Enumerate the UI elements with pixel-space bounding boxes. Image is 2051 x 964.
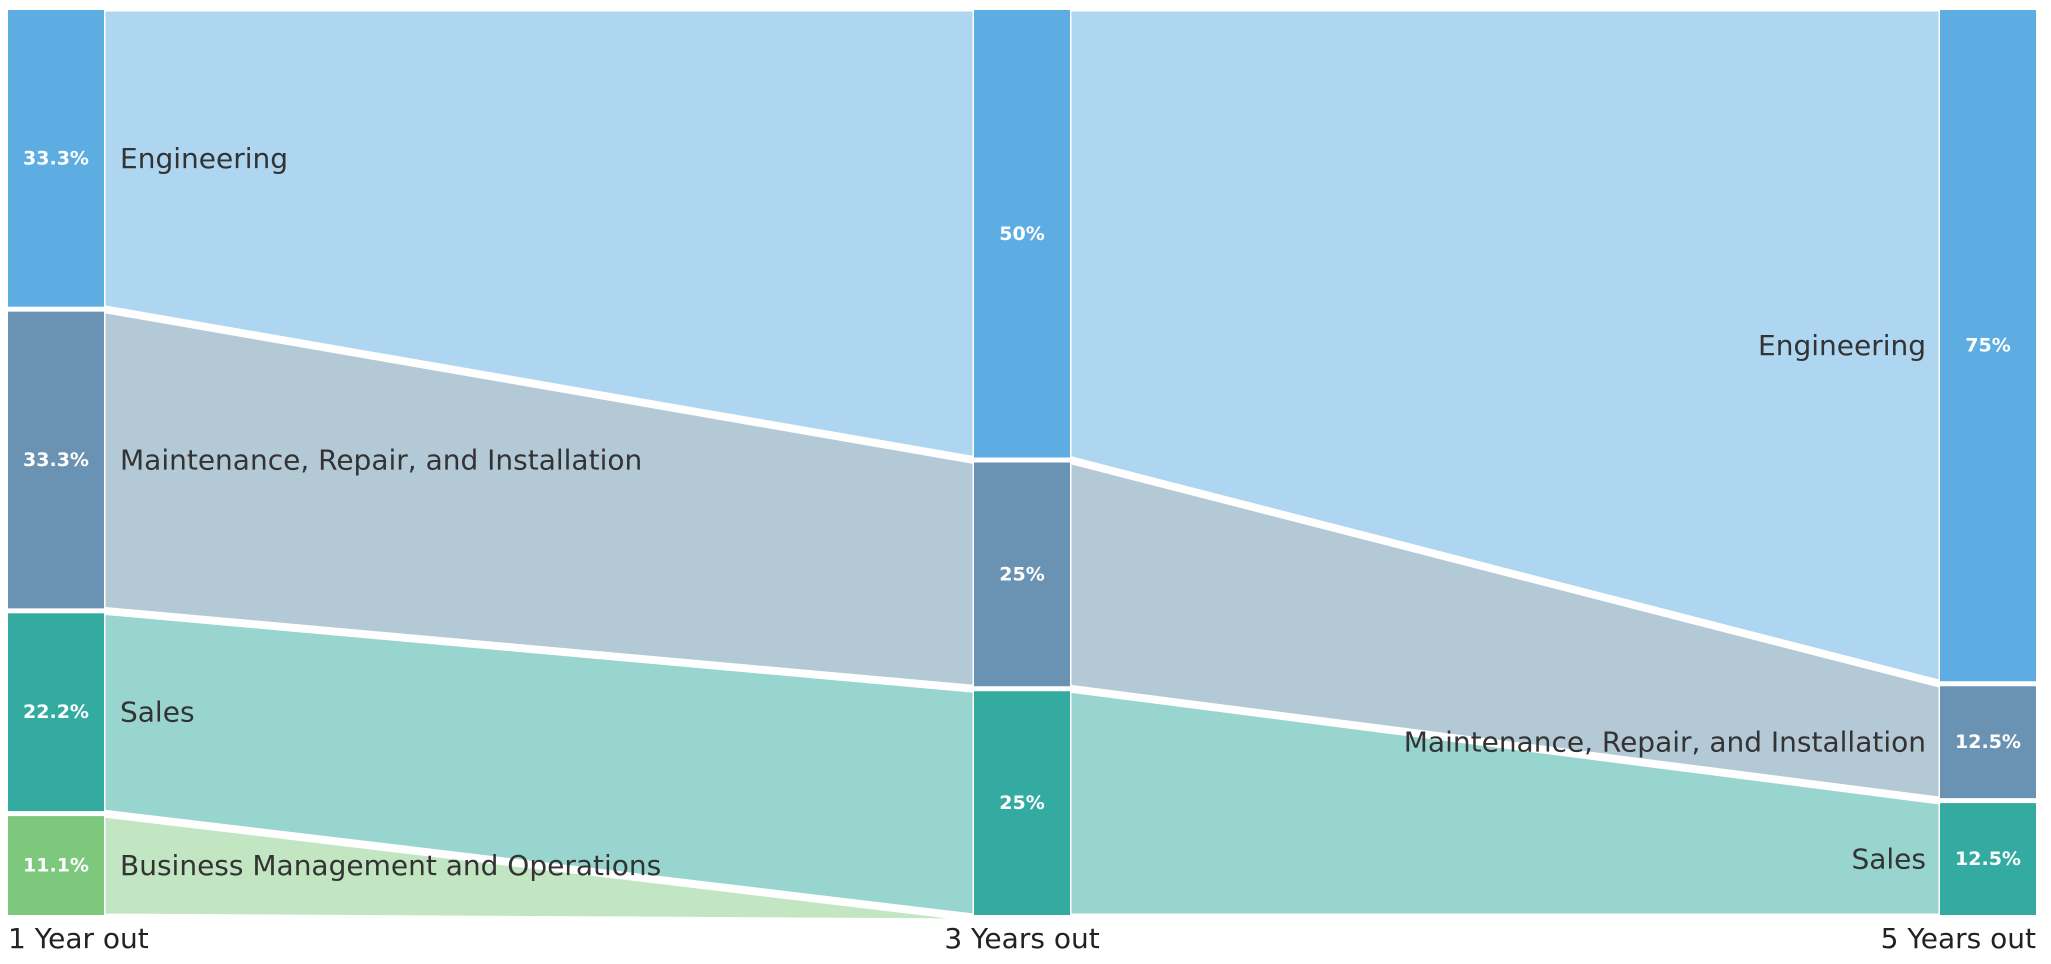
bar-engineering-3-years-out: [974, 10, 1070, 458]
column-label: 5 Years out: [1881, 922, 2036, 955]
value-label: 33.3%: [23, 449, 89, 471]
value-label: 33.3%: [23, 147, 89, 169]
value-label: 11.1%: [23, 855, 89, 877]
bar-sales-5-years-out: [1940, 803, 2036, 915]
bar-business-management-and-operations-1-year-out: [8, 816, 104, 915]
bar-maintenance-repair-and-installation-3-years-out: [974, 462, 1070, 687]
value-label: 50%: [999, 223, 1044, 245]
node-label: Engineering: [120, 142, 288, 175]
bar-sales-3-years-out: [974, 691, 1070, 915]
value-label: 25%: [999, 563, 1044, 585]
bar-sales-1-year-out: [8, 613, 104, 812]
node-label: Sales: [1851, 843, 1926, 876]
value-label: 75%: [1965, 335, 2010, 357]
bar-layer: [8, 10, 2036, 915]
bar-maintenance-repair-and-installation-1-year-out: [8, 311, 104, 609]
bar-engineering-1-year-out: [8, 10, 104, 307]
node-label: Maintenance, Repair, and Installation: [120, 444, 642, 477]
node-label: Maintenance, Repair, and Installation: [1404, 726, 1926, 759]
bar-maintenance-repair-and-installation-5-years-out: [1940, 686, 2036, 799]
node-label: Sales: [120, 696, 195, 729]
label-layer: 33.3% 33.3% 22.2% 11.1% 50% 25% 25% 75% 12.5% 12.…: [8, 142, 2036, 955]
column-label: 1 Year out: [8, 922, 149, 955]
value-label: 22.2%: [23, 701, 89, 723]
flow-layer: [102, 8, 1942, 922]
column-label: 3 Years out: [944, 922, 1099, 955]
value-label: 25%: [999, 792, 1044, 814]
node-label: Engineering: [1758, 329, 1926, 362]
value-label: 12.5%: [1955, 731, 2021, 753]
bar-engineering-5-years-out: [1940, 10, 2036, 682]
value-label: 12.5%: [1955, 848, 2021, 870]
node-label: Business Management and Operations: [120, 849, 661, 882]
